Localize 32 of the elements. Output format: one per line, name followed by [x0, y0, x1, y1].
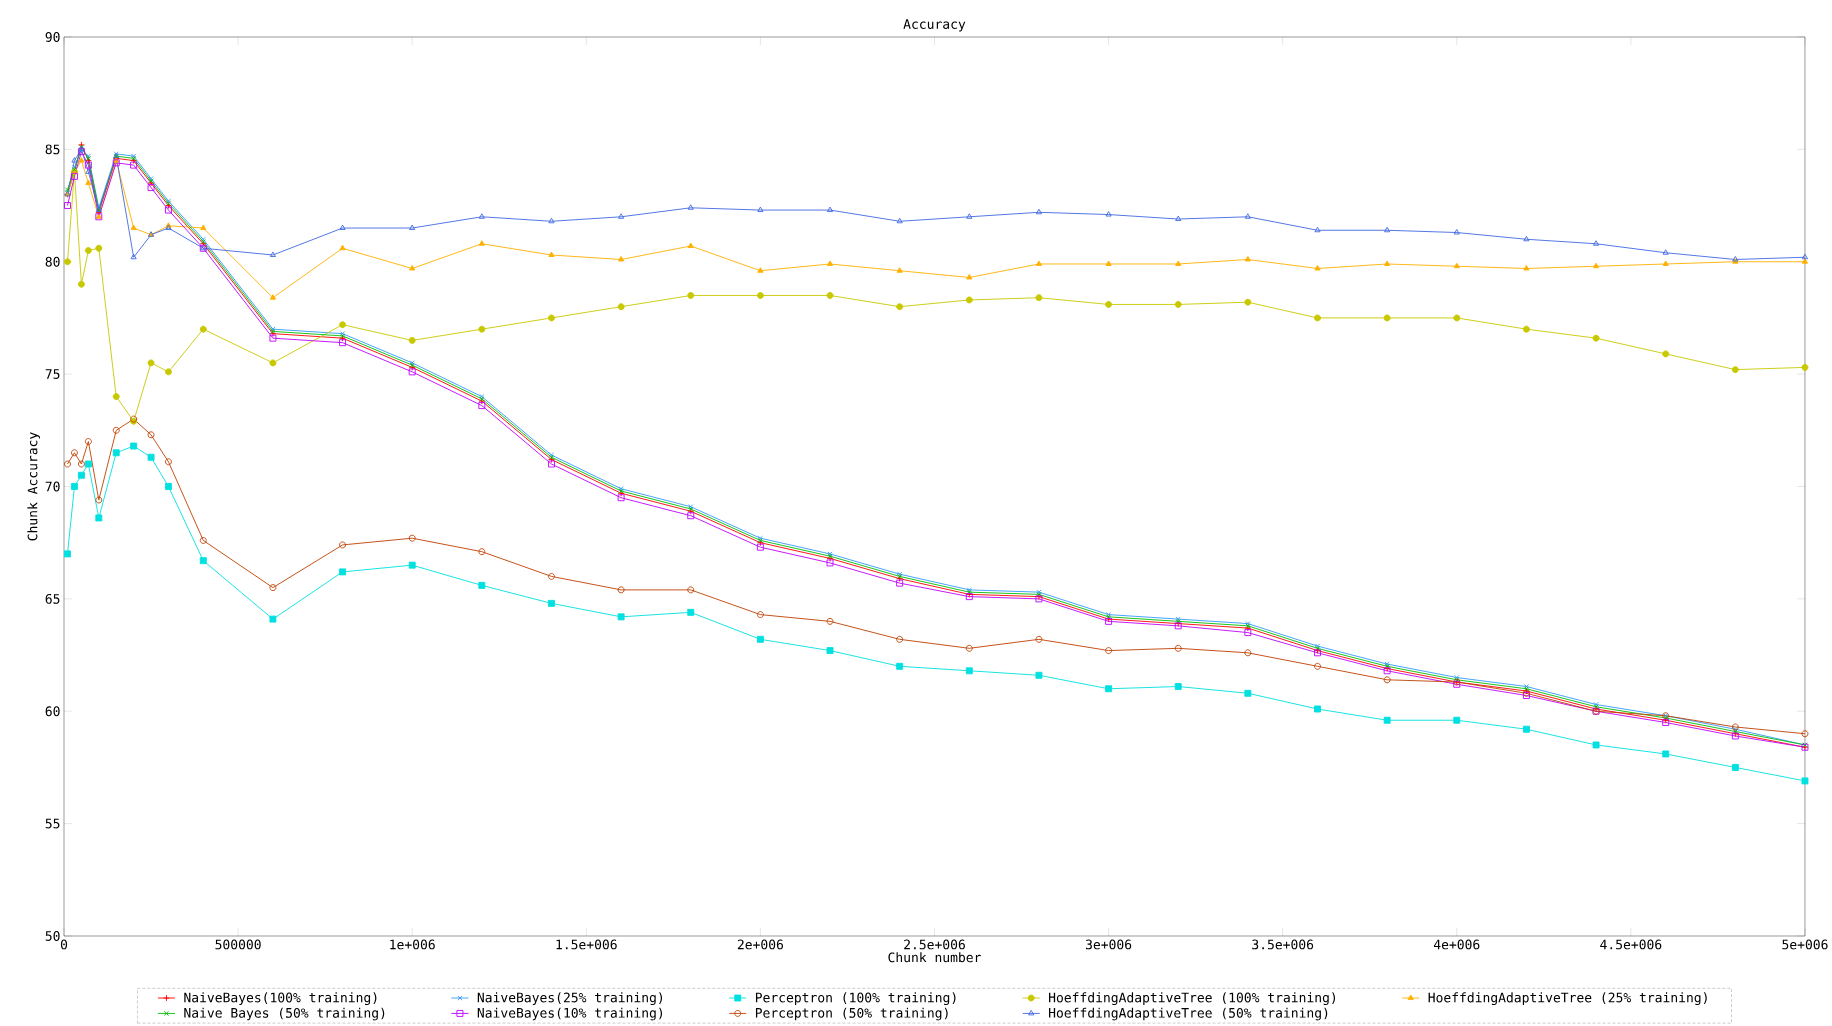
- x-axis-title: Chunk number: [888, 952, 981, 963]
- y-tick-label: 50: [45, 931, 60, 941]
- legend-label: HoeffdingAdaptiveTree (25% training): [1428, 992, 1707, 1006]
- x-tick-label: 2.5e+006: [904, 939, 965, 950]
- x-tick-label: 1e+006: [390, 939, 435, 950]
- x-tick-label: 3.5e+006: [1252, 939, 1314, 950]
- x-tick-label: 4.5e+006: [1600, 939, 1662, 950]
- x-tick-label: 3e+006: [1085, 939, 1132, 950]
- x-tick-label: 1.5e+006: [556, 939, 617, 950]
- y-tick-label: 80: [45, 256, 60, 267]
- x-tick-label: 5e+006: [1782, 939, 1828, 950]
- legend-label: HoeffdingAdaptiveTree (100% training): [1049, 992, 1336, 1006]
- y-axis-title: Chunk Accuracy: [27, 432, 40, 541]
- y-tick-label: 90: [45, 32, 60, 42]
- y-tick-label: 60: [45, 706, 60, 717]
- legend-label: Perceptron (100% training): [755, 992, 956, 1006]
- x-tick-label: 0: [60, 939, 68, 950]
- legend-label: NaiveBayes(100% training): [184, 992, 377, 1006]
- chart-title: Accuracy: [903, 19, 966, 32]
- y-tick-label: 65: [45, 593, 60, 604]
- legend-label: Naive Bayes (50% training): [184, 1007, 385, 1021]
- x-tick-label: 2e+006: [737, 939, 784, 950]
- y-tick-label: 85: [45, 144, 60, 155]
- y-tick-label: 70: [45, 481, 60, 492]
- y-tick-label: 75: [45, 369, 60, 379]
- legend-label: NaiveBayes(25% training): [477, 992, 663, 1006]
- x-tick-label: 4e+006: [1433, 939, 1480, 950]
- y-tick-label: 55: [45, 818, 60, 829]
- legend-label: HoeffdingAdaptiveTree (50% training): [1049, 1007, 1328, 1021]
- x-tick-label: 500000: [215, 939, 261, 950]
- legend-label: NaiveBayes(10% training): [477, 1007, 663, 1021]
- legend-label: Perceptron (50% training): [755, 1007, 948, 1021]
